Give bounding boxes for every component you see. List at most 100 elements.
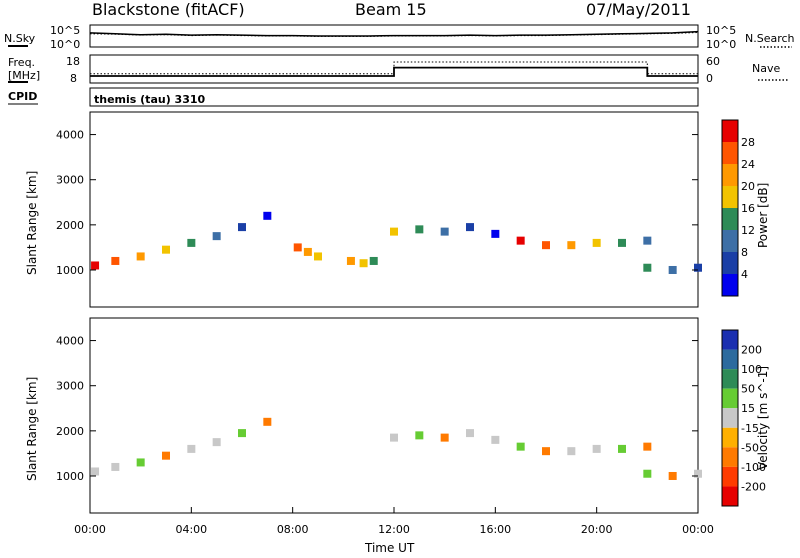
range-cell: [187, 444, 196, 453]
xtick-label: 20:00: [581, 523, 613, 536]
noise-tick-right-bottom: 10^0: [706, 38, 736, 51]
range-cell: [314, 252, 322, 261]
colorbar-swatch: [722, 447, 738, 467]
range-cell: [592, 444, 601, 453]
colorbar-swatch: [722, 408, 738, 428]
range-cell: [359, 259, 368, 268]
colorbar-tick-label: 4: [741, 268, 748, 281]
range-cell: [440, 433, 449, 442]
range-cell: [643, 236, 652, 245]
colorbar-swatch: [722, 486, 738, 506]
nsky-line: [89, 30, 699, 37]
ytick-label: 4000: [56, 335, 84, 348]
colorbar-tick-label: 24: [741, 158, 755, 171]
colorbar-tick-label: -100: [741, 461, 766, 474]
range-cell: [542, 447, 550, 456]
colorbar-swatch: [722, 164, 738, 186]
nsky-label: N.Sky: [4, 32, 36, 45]
colorbar-swatch: [722, 427, 738, 448]
colorbar-swatch: [722, 142, 738, 164]
range-cell: [643, 442, 652, 451]
range-cell: [390, 227, 398, 236]
colorbar-swatch: [722, 230, 738, 252]
time-axis-label: Time UT: [364, 541, 415, 554]
noise-panel: [89, 24, 699, 48]
range-cell: [111, 256, 120, 265]
colorbar-tick-label: 50: [741, 383, 755, 396]
noise-tick-right-top: 10^5: [706, 24, 736, 37]
colorbar-tick-label: 200: [741, 344, 762, 357]
freq-unit: [MHz]: [8, 69, 40, 82]
ytick-label: 1000: [56, 264, 84, 277]
nave-tick-top: 60: [706, 55, 720, 68]
ytick-label: 2000: [56, 425, 84, 438]
velocity-ylabel: Slant Range [km]: [25, 377, 39, 481]
range-cell: [415, 225, 424, 234]
xtick-label: 12:00: [378, 523, 410, 536]
range-cell: [694, 469, 702, 478]
range-cell: [466, 223, 474, 232]
cpid-label: CPID: [8, 90, 37, 103]
xtick-label: 16:00: [479, 523, 511, 536]
range-cell: [162, 451, 170, 460]
range-cell: [212, 232, 221, 241]
range-cell: [263, 417, 272, 426]
colorbar-swatch: [722, 330, 738, 350]
range-cell: [668, 265, 677, 274]
ytick-label: 1000: [56, 470, 84, 483]
colorbar-swatch: [722, 369, 738, 389]
velocity-yticks: 1000 2000 3000 4000: [56, 335, 698, 483]
colorbar-tick-label: 16: [741, 202, 755, 215]
velocity-panel: [89, 317, 699, 514]
nave-tick-bottom: 0: [706, 72, 713, 85]
range-cell: [567, 241, 576, 250]
range-cell: [516, 236, 525, 245]
range-cell: [643, 469, 652, 478]
xtick-label: 08:00: [277, 523, 309, 536]
colorbar-swatch: [722, 120, 738, 142]
colorbar-tick-label: 12: [741, 224, 755, 237]
beam-title: Beam 15: [355, 0, 427, 19]
radar-title: Blackstone (fitACF): [92, 0, 245, 19]
ytick-label: 3000: [56, 380, 84, 393]
range-cell: [111, 462, 120, 471]
range-cell: [136, 458, 145, 467]
time-axis: 00:00 04:00 08:00 12:00 16:00 20:00 00:00: [74, 507, 714, 536]
colorbar-tick-label: -15: [741, 422, 759, 435]
ytick-label: 2000: [56, 219, 84, 232]
range-cell: [263, 211, 272, 220]
power-scale-label: Power [dB]: [756, 183, 770, 248]
range-cell: [187, 238, 196, 247]
ytick-label: 3000: [56, 174, 84, 187]
range-cell: [390, 433, 398, 442]
ytick-label: 4000: [56, 129, 84, 142]
colorbar-swatch: [722, 466, 738, 487]
range-cell: [91, 261, 100, 270]
range-cell: [668, 471, 677, 480]
range-cell: [91, 467, 100, 476]
range-cell: [440, 227, 449, 236]
colorbar-tick-label: 8: [741, 246, 748, 259]
range-cell: [618, 238, 626, 247]
freq-tick-bottom: 8: [70, 72, 77, 85]
colorbar-tick-label: -200: [741, 480, 766, 493]
velocity-colorbar: 200 100 50 15 -15 -50 -100 -200: [721, 329, 766, 507]
xtick-label: 00:00: [74, 523, 106, 536]
nave-label: Nave: [752, 62, 780, 75]
colorbar-tick-label: 100: [741, 363, 762, 376]
xtick-label: 04:00: [175, 523, 207, 536]
xtick-label: 00:00: [682, 523, 714, 536]
colorbar-tick-label: 15: [741, 402, 755, 415]
cpid-panel: [89, 87, 699, 107]
range-cell: [592, 238, 601, 247]
range-cell: [491, 435, 500, 444]
velocity-scale-label: Velocity [m s^-1]: [756, 366, 770, 470]
colorbar-swatch: [722, 252, 738, 274]
colorbar-swatch: [722, 349, 738, 370]
range-cell: [238, 223, 246, 232]
range-cell: [162, 245, 170, 254]
range-cell: [369, 256, 378, 265]
power-ylabel: Slant Range [km]: [25, 171, 39, 275]
